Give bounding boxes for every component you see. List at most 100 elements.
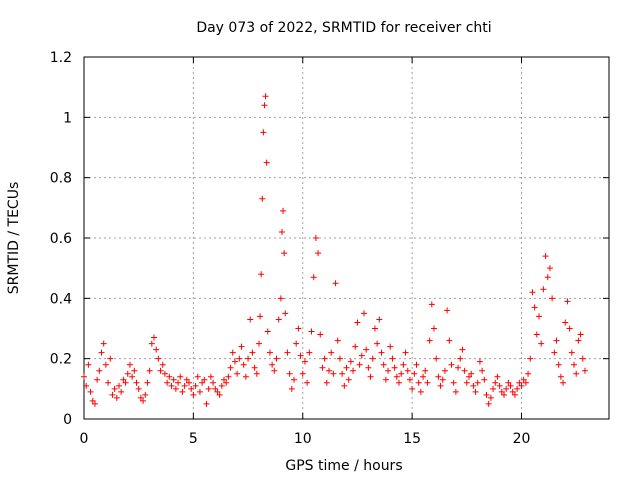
data-point [358,352,365,359]
data-point [542,253,549,260]
data-point [361,310,367,317]
data-point [242,373,249,380]
data-point [448,361,455,368]
data-point [301,358,308,365]
data-point [306,349,313,356]
data-point [299,370,306,377]
data-point [94,376,101,383]
data-point [281,250,288,257]
chart-title: Day 073 of 2022, SRMTID for receiver cht… [196,20,491,36]
data-point [560,379,567,386]
data-point [210,379,217,386]
data-point [472,388,479,395]
data-point [503,385,510,392]
data-point [286,370,293,377]
data-point [221,376,227,383]
data-point [304,379,311,386]
data-point [137,394,144,401]
data-point [295,325,302,332]
data-point [155,355,162,362]
data-point [520,376,527,383]
data-point [170,376,177,383]
data-point [339,370,346,377]
data-point [319,364,326,371]
data-point [264,328,271,335]
y-tick-label: 1.2 [50,50,72,66]
data-point [236,355,243,362]
data-point [105,379,112,386]
data-point [249,349,256,356]
x-tick-label: 0 [80,431,89,447]
data-point [435,373,442,380]
data-point [485,400,492,407]
data-point [538,340,545,347]
data-point [326,367,332,374]
data-point [496,382,503,389]
data-point [126,361,133,368]
data-point [231,358,238,365]
data-point [334,337,341,344]
data-point [269,361,276,368]
data-point [188,385,195,392]
data-point [203,400,210,407]
x-tick-label: 10 [294,431,312,447]
data-point [317,331,324,338]
data-point [321,355,328,362]
data-point [470,382,477,389]
data-point [431,325,437,332]
data-point [404,367,411,374]
data-point [179,388,186,395]
data-point [400,361,407,368]
data-point [205,385,212,392]
data-point [487,394,494,401]
y-tick-label: 0.6 [50,231,72,247]
y-tick-label: 0.2 [50,352,72,368]
data-point [207,373,214,380]
data-point [525,370,532,377]
data-point [457,355,464,362]
y-tick-label: 1 [63,110,72,126]
data-point [234,370,241,377]
data-point [157,367,164,374]
data-point [476,358,483,365]
data-point [479,367,486,374]
data-point [120,376,127,383]
data-point [391,364,398,371]
data-point [354,319,361,326]
data-point [196,388,203,395]
data-point [509,388,516,395]
data-point [142,391,149,398]
data-point [288,385,295,392]
data-point [183,376,190,383]
data-point [507,382,514,389]
data-point [424,379,431,386]
data-point [129,373,136,380]
data-point [199,379,206,386]
data-point [308,328,315,335]
data-point [85,361,92,368]
data-point [259,195,266,202]
data-point [527,355,534,362]
y-tick-label: 0 [63,412,72,428]
data-point [113,394,120,401]
data-point [257,313,264,320]
data-point [87,388,94,395]
data-point [549,295,556,302]
data-point [505,379,512,386]
data-point [229,349,236,356]
data-point [382,376,389,383]
data-point [461,367,468,374]
data-point [396,379,402,386]
data-point [161,370,168,377]
data-point [551,349,558,356]
data-point [579,355,586,362]
data-point [428,301,435,308]
data-point [118,388,125,395]
data-point [529,289,536,296]
data-point [192,382,199,389]
data-point [312,235,319,241]
data-point [122,379,129,386]
data-point [153,346,160,353]
data-point [218,382,225,389]
